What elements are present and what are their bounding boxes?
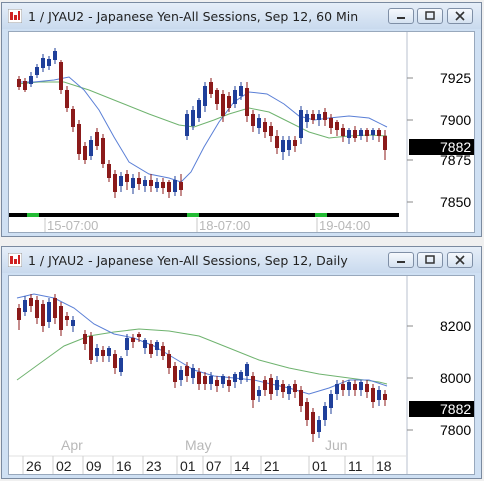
day-label: 14 [234,458,250,474]
day-label: 18 [376,458,392,474]
day-label: 01 [312,458,328,474]
chart-app-icon[interactable] [8,9,22,23]
chart-window-60min: 1 / JYAU2 - Japanese Yen-All Sessions, S… [1,2,482,237]
maximize-button[interactable] [417,252,443,268]
time-label: 15-07:00 [47,218,98,232]
window-title: 1 / JYAU2 - Japanese Yen-All Sessions, S… [28,8,359,24]
price-axis: 7925 7900 7875 7850 [407,70,471,210]
month-axis: Apr May Jun [61,437,348,453]
chart-svg-60min[interactable]: 15-07:00 18-07:00 19-04:00 7925 7900 787… [9,32,474,233]
time-label: 19-04:00 [319,218,370,232]
price-label: 7850 [440,194,471,210]
plot-area [9,32,407,232]
last-price-tag: 7882 [409,139,474,155]
day-label: 02 [56,458,72,474]
close-icon [455,255,465,265]
price-axis: 8200 8000 7800 [407,318,471,438]
minimize-icon [397,261,405,263]
price-label: 7900 [440,112,471,128]
chart-panel-daily[interactable]: Apr May Jun 26 02 09 [8,275,475,475]
price-label: 8200 [440,318,471,334]
chart-window-daily: 1 / JYAU2 - Japanese Yen-All Sessions, S… [1,246,482,479]
time-axis: 15-07:00 18-07:00 19-04:00 [44,218,370,233]
maximize-button[interactable] [417,8,443,24]
close-icon [455,11,465,21]
month-label: May [185,437,211,453]
close-button[interactable] [447,8,473,24]
candlesticks-daily [17,294,387,442]
moving-average-slow [16,81,388,139]
day-axis: 26 02 09 16 23 01 07 14 21 01 11 18 [9,455,407,474]
moving-average-fast [17,76,388,183]
day-label: 26 [26,458,42,474]
moving-average-slow [16,328,388,385]
minimize-icon [397,17,405,19]
day-label: 01 [180,458,196,474]
price-label: 7875 [440,152,471,168]
minimize-button[interactable] [388,8,414,24]
month-label: Apr [61,437,83,453]
session-bar [9,213,399,217]
day-label: 11 [348,458,363,474]
maximize-icon [425,255,435,264]
candlesticks-60min [17,48,387,198]
chart-app-icon[interactable] [8,253,22,267]
last-price-value: 7882 [440,139,471,155]
maximize-icon [425,11,435,20]
chart-svg-daily[interactable]: Apr May Jun 26 02 09 [9,276,474,474]
day-label: 21 [264,458,280,474]
price-label: 8000 [440,370,471,386]
price-label: 7800 [440,422,471,438]
day-label: 09 [86,458,102,474]
chart-panel-60min[interactable]: 15-07:00 18-07:00 19-04:00 7925 7900 787… [8,31,475,233]
day-label: 23 [146,458,162,474]
moving-average-fast [16,293,388,395]
last-price-value: 7882 [440,401,471,417]
month-label: Jun [325,437,348,453]
time-label: 18-07:00 [199,218,250,232]
window-title: 1 / JYAU2 - Japanese Yen-All Sessions, S… [28,252,348,268]
price-label: 7925 [440,70,471,86]
day-label: 07 [206,458,222,474]
minimize-button[interactable] [388,252,414,268]
day-label: 16 [116,458,132,474]
close-button[interactable] [447,252,473,268]
last-price-tag: 7882 [409,401,474,417]
